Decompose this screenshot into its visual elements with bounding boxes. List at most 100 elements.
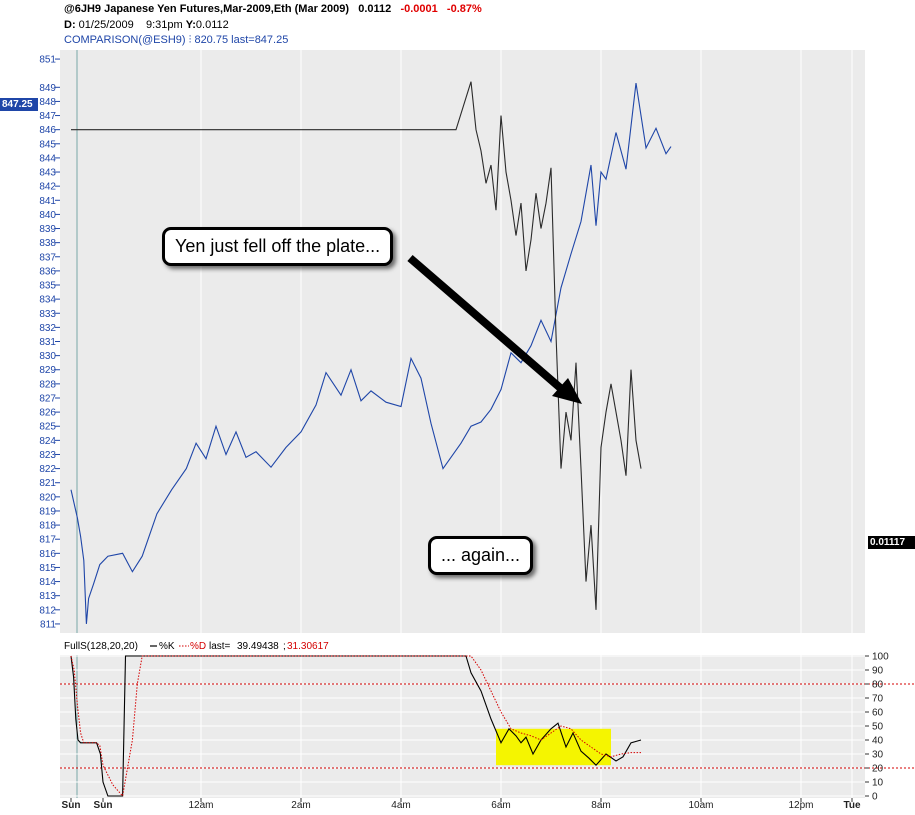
y-label: Y: (185, 19, 196, 31)
xtick-label-1: Sun (94, 800, 113, 811)
main-ytick-label-27: 838 (39, 238, 56, 249)
main-ytick-label-28: 839 (39, 224, 56, 235)
osc-ytick-label-4: 40 (872, 736, 884, 747)
main-ytick-label-32: 843 (39, 168, 56, 179)
main-ytick-label-12: 823 (39, 450, 56, 461)
main-ytick-label-34: 845 (39, 139, 56, 150)
main-ytick-label-15: 826 (39, 408, 56, 419)
arrow-shaft (407, 254, 568, 396)
oscillator-highlight (496, 728, 611, 766)
main-ytick-label-18: 829 (39, 365, 56, 376)
main-ytick-label-25: 836 (39, 266, 56, 277)
k-legend-label: %K (159, 641, 175, 652)
main-ytick-label-23: 834 (39, 295, 56, 306)
oscillator-gridlines (60, 655, 915, 798)
main-ytick-label-26: 837 (39, 252, 56, 263)
main-ytick-label-16: 827 (39, 393, 56, 404)
main-ytick-label-9: 820 (39, 492, 56, 503)
osc-ytick-label-3: 30 (872, 750, 884, 761)
last-value-label: last= (209, 641, 231, 652)
comparison-label: COMPARISON(@ESH9) ⫶ 820.75 last=847.25 (64, 34, 289, 46)
xtick-label-7: 10am (688, 800, 713, 811)
d-legend-label: %D (190, 641, 206, 652)
yen-last-tag: 0.01117 (868, 536, 915, 549)
main-ytick-label-20: 831 (39, 337, 56, 348)
main-ytick-label-6: 817 (39, 535, 56, 546)
main-ytick-label-36: 847 (39, 111, 56, 122)
x-axis: Sun Sun 12am 2am 4am 6am 8am 10am 12pm Tue (62, 798, 861, 811)
main-ytick-label-1: 812 (39, 605, 56, 616)
xtick-label-0: Sun (62, 800, 81, 811)
last-price: 0.0112 (358, 3, 392, 15)
osc-ytick-label-7: 70 (872, 694, 884, 705)
comparison-series-line (70, 83, 672, 624)
osc-ytick-label-0: 0 (872, 792, 878, 803)
xtick-label-6: 8am (591, 800, 610, 811)
main-ytick-label-11: 822 (39, 464, 56, 475)
main-ytick-label-39: 851 (39, 55, 56, 66)
xtick-label-3: 2am (291, 800, 310, 811)
last-separator: ; (283, 641, 286, 652)
main-ytick-label-10: 821 (39, 478, 56, 489)
main-series-group (70, 81, 672, 624)
main-price-panel (60, 50, 865, 633)
oscillator-legend: FullS(128,20,20) %K %D last= 39.49438 ; … (64, 641, 329, 652)
main-ytick-label-7: 818 (39, 521, 56, 532)
main-ytick-label-3: 814 (39, 577, 56, 588)
arrow-head (552, 378, 582, 404)
d-series-line (70, 655, 641, 798)
main-ytick-label-17: 828 (39, 379, 56, 390)
main-ytick-label-37: 848 (39, 97, 56, 108)
price-change-pct: -0.87% (446, 3, 482, 15)
date-label: D: (64, 19, 76, 31)
main-ytick-label-4: 815 (39, 563, 56, 574)
main-ytick-label-8: 819 (39, 506, 56, 517)
main-ytick-label-5: 816 (39, 549, 56, 560)
main-ytick-label-22: 833 (39, 309, 56, 320)
osc-ytick-label-9: 90 (872, 666, 884, 677)
last-d-value: 31.30617 (287, 641, 329, 652)
main-ytick-label-13: 824 (39, 436, 56, 447)
xtick-label-5: 6am (491, 800, 510, 811)
xtick-label-2: 12am (188, 800, 213, 811)
header-line-2: D: 01/25/2009 9:31pm Y:0.0112 (64, 19, 229, 31)
main-y-axis: 811 812 813 814 815 816 817 818 819 820 821 822 823 8… (39, 55, 60, 630)
main-ytick-label-2: 813 (39, 591, 56, 602)
y-value: 0.0112 (195, 19, 229, 31)
oscillator-y-axis: 0 10 20 30 40 50 60 70 80 90 100 (865, 652, 889, 803)
oscillator-title: FullS(128,20,20) (64, 641, 138, 652)
main-ytick-label-30: 841 (39, 196, 56, 207)
osc-ytick-label-1: 10 (872, 778, 884, 789)
xtick-label-9: Tue (843, 800, 860, 811)
comparison-last-tag: 847.25 (0, 98, 38, 111)
main-ytick-label-0: 811 (40, 619, 56, 630)
oscillator-series-group (70, 655, 642, 798)
time-value: 9:31pm (145, 19, 183, 31)
symbol-title: @6JH9 Japanese Yen Futures,Mar-2009,Eth … (64, 3, 350, 15)
price-change: -0.0001 (400, 3, 438, 15)
osc-ytick-label-8: 80 (872, 680, 884, 691)
main-ytick-label-14: 825 (39, 422, 56, 433)
k-series-line (70, 655, 642, 797)
main-ytick-label-38: 849 (39, 83, 56, 94)
main-ytick-label-21: 832 (39, 323, 56, 334)
annotation-arrow (407, 254, 582, 404)
main-ytick-label-35: 846 (39, 125, 56, 136)
callout-again: ... again... (428, 536, 534, 575)
main-ytick-label-31: 842 (39, 182, 56, 193)
osc-ytick-label-10: 100 (872, 652, 889, 663)
osc-ytick-label-2: 20 (872, 764, 884, 775)
oscillator-highlight-box (496, 728, 611, 766)
last-k-value: 39.49438 (237, 641, 279, 652)
callout-yen-fell: Yen just fell off the plate... (162, 227, 394, 266)
main-ytick-label-29: 840 (39, 210, 56, 221)
header-line-1: @6JH9 Japanese Yen Futures,Mar-2009,Eth … (64, 3, 482, 15)
osc-ytick-label-6: 60 (872, 708, 884, 719)
xtick-label-4: 4am (391, 800, 410, 811)
main-ytick-label-24: 835 (39, 281, 56, 292)
date-value: 01/25/2009 (78, 19, 134, 31)
xtick-label-8: 12pm (788, 800, 813, 811)
main-ytick-label-19: 830 (39, 351, 56, 362)
main-ytick-label-33: 844 (39, 153, 56, 164)
